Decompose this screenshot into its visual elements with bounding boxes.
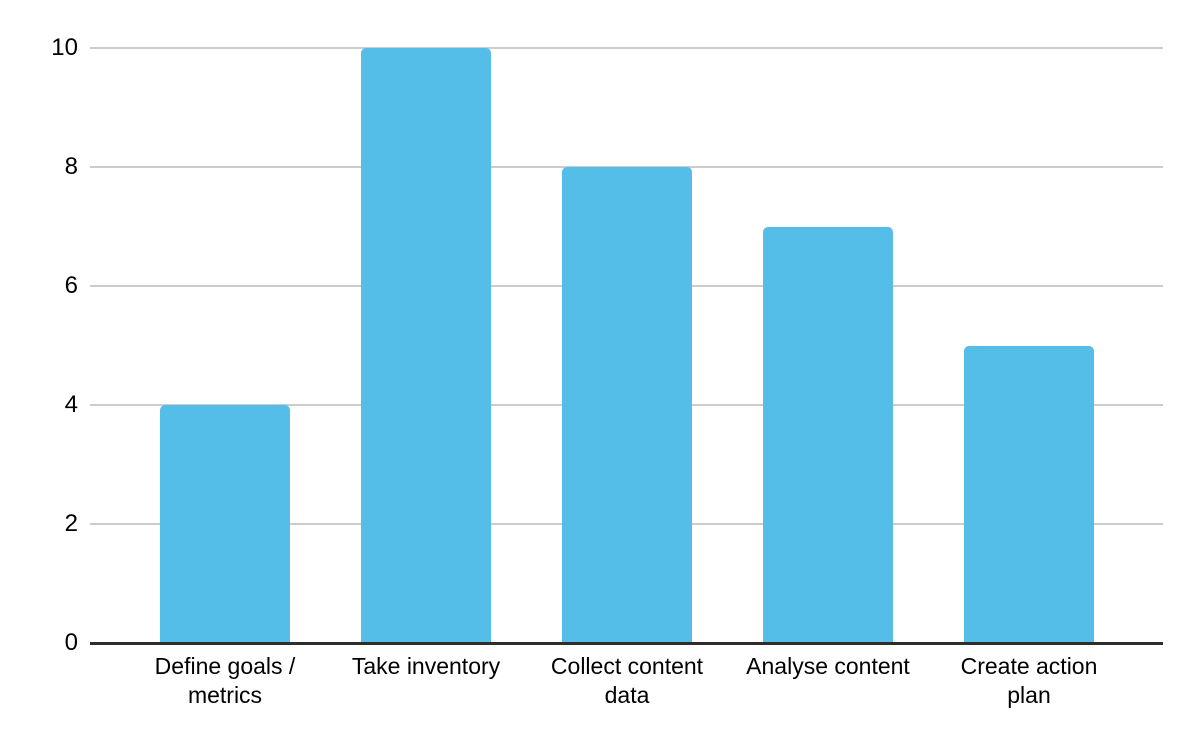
y-tick-label: 0: [64, 629, 78, 656]
y-tick-label: 8: [64, 153, 78, 180]
gridline: [90, 47, 1163, 49]
bar: [361, 48, 491, 643]
y-tick-label: 4: [64, 391, 78, 418]
bar: [763, 226, 893, 643]
bar: [160, 405, 290, 643]
y-tick-label: 10: [51, 34, 78, 61]
y-tick-label: 6: [64, 272, 78, 299]
x-axis-label: Collect content data: [550, 653, 704, 708]
bar: [964, 345, 1094, 643]
x-axis-label: Define goals / metrics: [154, 653, 296, 708]
y-tick-label: 2: [64, 510, 78, 537]
bar: [562, 167, 692, 643]
x-axis-label: Create action plan: [960, 653, 1098, 708]
x-axis-label: Analyse content: [746, 653, 910, 679]
x-axis-label: Take inventory: [351, 653, 501, 679]
x-axis-line: [90, 642, 1163, 645]
